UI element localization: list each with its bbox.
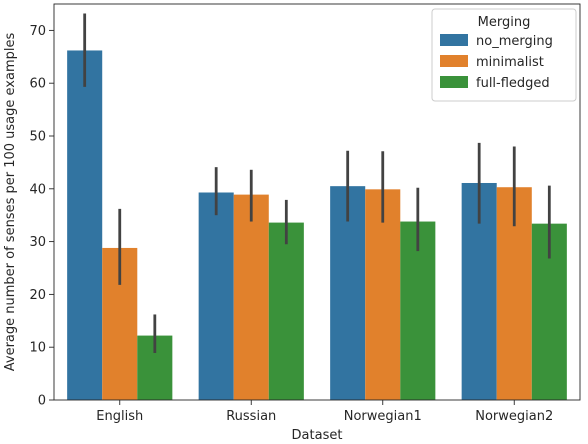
legend-label-minimalist: minimalist bbox=[476, 55, 544, 70]
bars-layer bbox=[67, 50, 567, 401]
x-axis: English Russian Norwegian1 Norwegian2 bbox=[96, 400, 553, 424]
legend-swatch-minimalist bbox=[440, 55, 468, 67]
bar-no_merging-english bbox=[67, 50, 103, 401]
y-tick-label: 10 bbox=[29, 341, 46, 356]
bar-minimalist-russian bbox=[233, 194, 269, 400]
errorbars-layer bbox=[83, 13, 551, 354]
bar-full-fledged-russian bbox=[268, 222, 304, 400]
legend-title: Merging bbox=[478, 15, 531, 30]
bar-minimalist-norwegian1 bbox=[365, 189, 401, 400]
y-tick-label: 30 bbox=[29, 235, 46, 250]
y-tick-label: 0 bbox=[38, 394, 46, 409]
y-axis: 0 10 20 30 40 50 60 70 bbox=[29, 24, 54, 409]
legend-items: no_merging minimalist full-fledged bbox=[440, 34, 553, 91]
legend-label-no_merging: no_merging bbox=[476, 34, 553, 49]
y-tick-label: 40 bbox=[29, 182, 46, 197]
y-tick-label: 60 bbox=[29, 77, 46, 92]
x-tick-label: Norwegian2 bbox=[475, 409, 553, 424]
x-axis-label: Dataset bbox=[292, 428, 343, 443]
legend-label-full-fledged: full-fledged bbox=[476, 76, 550, 91]
x-tick-label: Norwegian1 bbox=[344, 409, 422, 424]
bar-no_merging-norwegian1 bbox=[330, 186, 366, 400]
y-tick-label: 70 bbox=[29, 24, 46, 39]
y-axis-label: Average number of senses per 100 usage e… bbox=[3, 33, 18, 372]
y-tick-label: 20 bbox=[29, 288, 46, 303]
legend-swatch-no_merging bbox=[440, 34, 468, 46]
plot-frame bbox=[53, 3, 581, 401]
x-tick-label: Russian bbox=[226, 409, 276, 424]
bar-no_merging-russian bbox=[198, 192, 234, 400]
legend: Merging no_merging minimalist full-fledged bbox=[431, 8, 577, 102]
legend-swatch-full-fledged bbox=[440, 76, 468, 88]
bar-full-fledged-norwegian1 bbox=[400, 221, 436, 400]
x-tick-label: English bbox=[96, 409, 143, 424]
y-tick-label: 50 bbox=[29, 130, 46, 145]
